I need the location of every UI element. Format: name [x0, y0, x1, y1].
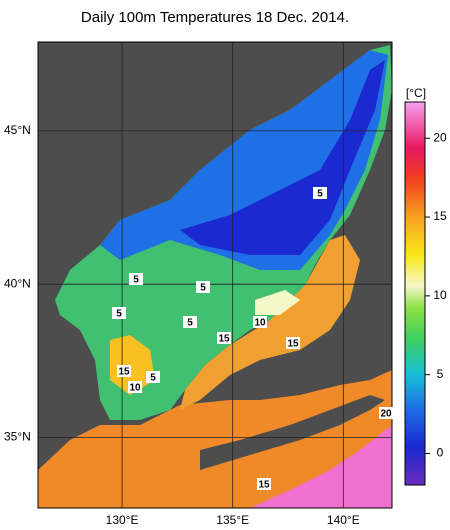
pacific-warm	[250, 425, 392, 508]
contour-label-bg	[196, 281, 210, 293]
contour-label: 15	[218, 334, 230, 345]
contour-label: 15	[118, 367, 130, 378]
contour-label-bg	[129, 273, 143, 285]
contour-label-bg	[112, 307, 126, 319]
ulleung-eddy	[110, 335, 155, 395]
colorbar-tick-label: 10	[433, 288, 447, 302]
contour-label: 5	[200, 283, 206, 294]
contour-label-bg	[253, 316, 267, 328]
colorbar-tick-label: 15	[433, 209, 447, 223]
x-tick-label: 130°E	[106, 513, 139, 527]
colorbar-tick-label: 20	[433, 130, 447, 144]
contour-label-bg	[183, 316, 197, 328]
x-tick-label: 135°E	[216, 513, 249, 527]
contour-label: 10	[254, 318, 266, 329]
contour-label: 5	[133, 275, 139, 286]
contour-label: 5	[150, 373, 156, 384]
contour-label-bg	[286, 337, 300, 349]
y-tick-label: 45°N	[4, 123, 31, 137]
map-frame	[37, 41, 393, 509]
deep-cold	[180, 60, 385, 255]
x-tick-label: 140°E	[327, 513, 360, 527]
contour-label: 5	[317, 189, 323, 200]
contour-label: 20	[380, 409, 392, 420]
contour-label-bg	[257, 478, 271, 490]
contour-label: 10	[129, 383, 141, 394]
colorbar: [°C]	[404, 86, 426, 486]
tsushima-warm	[180, 235, 360, 410]
y-tick-label: 40°N	[4, 276, 31, 290]
colorbar-gradient	[404, 101, 426, 486]
contour-label-bg	[146, 371, 160, 383]
southern-sea	[38, 370, 392, 508]
contour-label: 5	[116, 309, 122, 320]
contour-label: 15	[258, 480, 270, 491]
colorbar-tick-label: 0	[437, 446, 444, 460]
contour-label-bg	[379, 407, 393, 419]
map-area	[37, 41, 393, 509]
contour-label-bg	[128, 381, 142, 393]
y-tick-label: 35°N	[4, 430, 31, 444]
colorbar-unit: [°C]	[406, 86, 426, 100]
contour-label: 15	[287, 339, 299, 350]
contour-label-bg	[217, 332, 231, 344]
title: Daily 100m Temperatures 18 Dec. 2014.	[81, 9, 349, 26]
colorbar-tick-label: 5	[437, 367, 444, 381]
warm-eddy	[255, 290, 300, 315]
contour-label-bg	[313, 187, 327, 199]
contour-label-bg	[117, 365, 131, 377]
contour-label: 5	[187, 318, 193, 329]
honshu-south	[200, 395, 385, 470]
